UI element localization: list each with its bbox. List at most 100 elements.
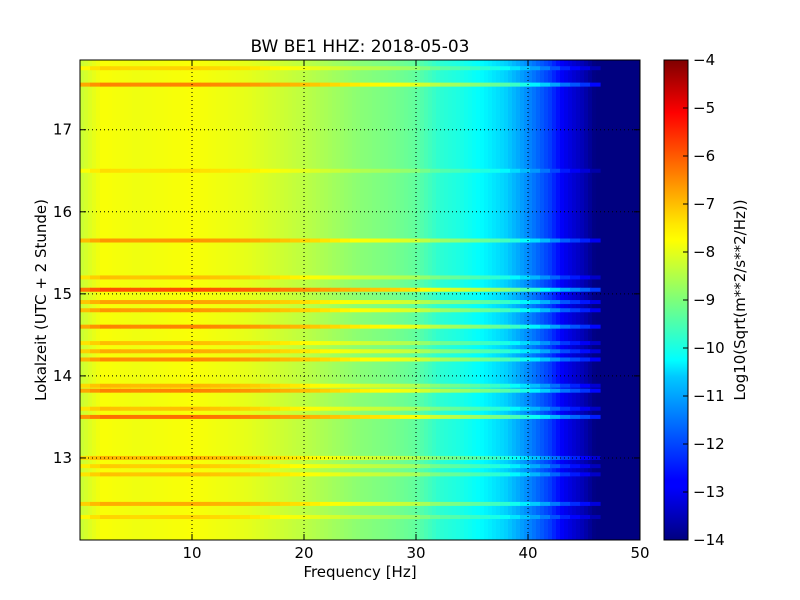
noise-band-segment <box>410 238 421 243</box>
noise-band-segment <box>470 300 481 305</box>
noise-band-segment <box>520 66 531 71</box>
heatmap-column <box>620 60 625 540</box>
noise-band-segment <box>340 324 351 329</box>
noise-band-segment <box>260 349 271 354</box>
noise-band-segment <box>90 414 101 419</box>
noise-band-segment <box>190 66 201 71</box>
heatmap-column <box>192 60 197 540</box>
noise-band-segment <box>250 287 261 292</box>
noise-band-segment <box>420 515 431 520</box>
noise-band-segment <box>270 455 281 460</box>
noise-band-segment <box>390 455 401 460</box>
noise-band-segment <box>510 388 521 393</box>
noise-band-segment <box>540 349 551 354</box>
heatmap-column <box>568 60 573 540</box>
noise-band-segment <box>530 168 541 173</box>
noise-band-segment <box>320 455 331 460</box>
heatmap-column <box>556 60 561 540</box>
noise-band-segment <box>340 66 351 71</box>
noise-band-segment <box>350 388 361 393</box>
noise-band-segment <box>340 464 351 469</box>
noise-band-segment <box>150 341 161 346</box>
heatmap-column <box>340 60 345 540</box>
noise-band-segment <box>190 349 201 354</box>
noise-band-segment <box>250 357 261 362</box>
noise-band-segment <box>190 501 201 506</box>
noise-band-segment <box>360 414 371 419</box>
noise-band-segment <box>160 324 171 329</box>
noise-band-segment <box>150 324 161 329</box>
noise-band-segment <box>360 66 371 71</box>
noise-band-segment <box>280 82 291 87</box>
noise-band-segment <box>540 515 551 520</box>
noise-band-segment <box>450 324 461 329</box>
noise-band-segment <box>480 464 491 469</box>
noise-band-segment <box>400 238 411 243</box>
noise-band-segment <box>570 66 581 71</box>
noise-band-segment <box>230 275 241 280</box>
noise-band-segment <box>400 275 411 280</box>
noise-band-segment <box>130 472 141 477</box>
noise-band-segment <box>210 275 221 280</box>
noise-band-segment <box>100 66 111 71</box>
x-tick-label: 30 <box>406 544 425 562</box>
noise-band-segment <box>460 308 471 313</box>
noise-band-segment <box>460 324 471 329</box>
noise-band-segment <box>340 300 351 305</box>
noise-band-segment <box>310 472 321 477</box>
noise-band-segment <box>420 341 431 346</box>
noise-band-segment <box>490 414 501 419</box>
noise-band-segment <box>80 66 91 71</box>
noise-band-segment <box>290 414 301 419</box>
noise-band-segment <box>370 515 381 520</box>
noise-band-segment <box>150 383 161 388</box>
noise-band-segment <box>360 357 371 362</box>
heatmap-column <box>516 60 521 540</box>
noise-band-segment <box>290 388 301 393</box>
noise-band-segment <box>160 66 171 71</box>
noise-band-segment <box>230 308 241 313</box>
noise-band-segment <box>170 349 181 354</box>
noise-band-segment <box>500 349 511 354</box>
noise-band-segment <box>470 238 481 243</box>
noise-band-segment <box>530 388 541 393</box>
noise-band-segment <box>310 388 321 393</box>
noise-band-segment <box>510 501 521 506</box>
heatmap-column <box>236 60 241 540</box>
noise-band-segment <box>380 406 391 411</box>
noise-band-segment <box>510 300 521 305</box>
noise-band-segment <box>220 388 231 393</box>
noise-band-segment <box>570 238 581 243</box>
noise-band-segment <box>490 324 501 329</box>
heatmap-column <box>468 60 473 540</box>
noise-band-segment <box>150 472 161 477</box>
noise-band-segment <box>270 406 281 411</box>
noise-band-segment <box>240 414 251 419</box>
noise-band-segment <box>490 472 501 477</box>
noise-band-segment <box>580 406 591 411</box>
noise-band-segment <box>410 349 421 354</box>
noise-band-segment <box>270 82 281 87</box>
noise-band-segment <box>400 406 411 411</box>
noise-band-segment <box>120 464 131 469</box>
noise-band-segment <box>510 383 521 388</box>
heatmap-column <box>164 60 169 540</box>
heatmap-column <box>316 60 321 540</box>
noise-band-segment <box>210 357 221 362</box>
noise-band-segment <box>190 388 201 393</box>
noise-band-segment <box>130 464 141 469</box>
noise-band-segment <box>580 324 591 329</box>
noise-band-segment <box>200 349 211 354</box>
noise-band-segment <box>330 388 341 393</box>
noise-band-segment <box>150 287 161 292</box>
noise-band-segment <box>360 300 371 305</box>
noise-band-segment <box>290 357 301 362</box>
noise-band-segment <box>370 406 381 411</box>
noise-band-segment <box>160 406 171 411</box>
heatmap-column <box>508 60 513 540</box>
noise-band-segment <box>550 515 561 520</box>
noise-band-segment <box>350 300 361 305</box>
colorbar-tick-label: −10 <box>693 339 725 357</box>
heatmap-column <box>312 60 317 540</box>
